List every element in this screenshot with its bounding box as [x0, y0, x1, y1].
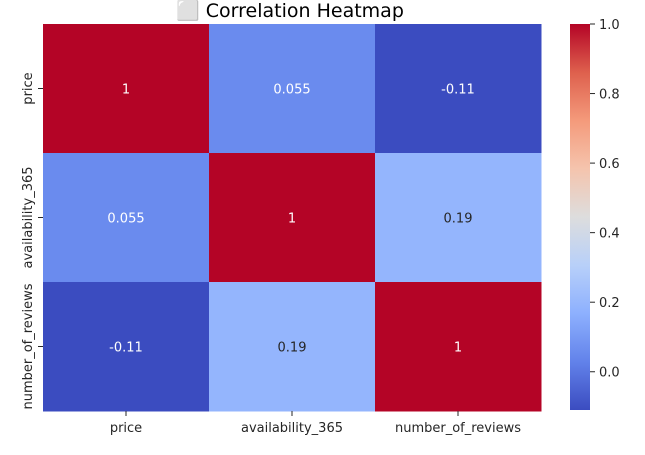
heatmap-cell	[375, 24, 542, 154]
cell-value-label: 0.19	[278, 341, 307, 356]
x-tick-label: availability_365	[241, 421, 343, 436]
cell-value-label: -0.11	[441, 83, 475, 98]
heatmap-cell	[375, 282, 542, 412]
cell-value-label: -0.11	[109, 341, 143, 356]
y-tick-label: number_of_reviews	[21, 283, 36, 409]
cell-value-label: 0.055	[107, 212, 144, 227]
colorbar-gradient	[570, 24, 590, 410]
heatmap-cell	[209, 153, 376, 283]
colorbar-tick-label: 1.0	[599, 18, 620, 33]
heatmap-cell	[209, 24, 376, 154]
cell-value-label: 1	[122, 83, 130, 98]
cell-value-label: 0.19	[444, 212, 473, 227]
colorbar-tick-label: 0.6	[599, 157, 620, 172]
y-tick-label: price	[21, 72, 36, 104]
chart-title: ⬜ Correlation Heatmap	[176, 0, 404, 22]
x-tick-label: number_of_reviews	[395, 421, 521, 436]
heatmap-cell	[43, 282, 210, 412]
cell-value-label: 0.055	[273, 83, 310, 98]
heatmap-cell	[43, 153, 210, 283]
colorbar-tick-label: 0.0	[599, 366, 620, 381]
colorbar: 0.0 0.2 0.4 0.6 0.8 1.0	[570, 18, 620, 410]
colorbar-tick-label: 0.8	[599, 88, 620, 103]
y-tick-label: availability_365	[21, 166, 36, 268]
x-tick-labels: price availability_365 number_of_reviews	[110, 411, 521, 436]
y-tick-labels: price availability_365 number_of_reviews	[21, 72, 43, 410]
cell-value-label: 1	[454, 341, 462, 356]
heatmap-cell	[375, 153, 542, 283]
x-tick-label: price	[110, 421, 142, 436]
colorbar-tick-label: 0.2	[599, 296, 620, 311]
heatmap-cell	[43, 24, 210, 154]
heatmap-cells: 1 0.055 -0.11 0.055 1 0.19 -0.11 0.19 1	[43, 24, 542, 412]
cell-value-label: 1	[288, 212, 296, 227]
heatmap-cell	[209, 282, 376, 412]
colorbar-tick-label: 0.4	[599, 227, 620, 242]
